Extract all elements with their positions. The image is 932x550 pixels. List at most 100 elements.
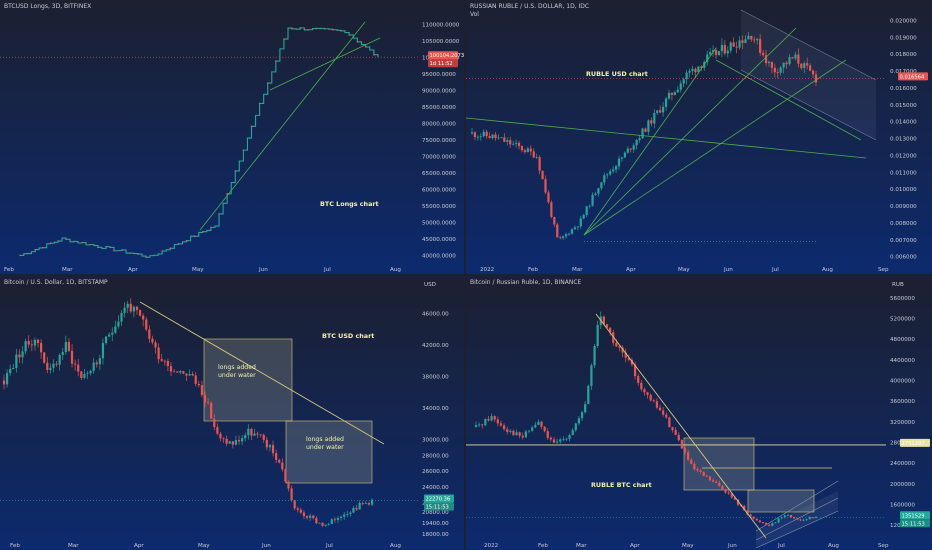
- btcrub-candle-body: [624, 352, 627, 358]
- btcrub-candle-body: [746, 510, 749, 515]
- btc-candle-body: [126, 303, 129, 308]
- y-tick-label: 19400.00: [422, 521, 449, 527]
- ruble-candle-body: [620, 157, 624, 159]
- ruble-candle-body: [797, 54, 800, 64]
- series-dot: [283, 38, 285, 40]
- ruble-candle-body: [470, 132, 474, 134]
- ruble-candle-body: [632, 145, 635, 150]
- x-tick-label: Jun: [727, 543, 737, 549]
- series-dot: [121, 249, 123, 251]
- trend-line: [139, 301, 385, 445]
- ruble-candle-body: [726, 50, 729, 54]
- series-dot: [364, 46, 367, 48]
- ruble-candle-body: [612, 169, 615, 172]
- price-badge-bg: [900, 511, 930, 520]
- ruble-candle-body: [791, 57, 794, 59]
- y-tick-label: 0.010000: [890, 187, 917, 193]
- pane-header: Bitcoin / Russian Ruble, 1D, BINANCE: [470, 279, 582, 286]
- y-tick-label: 110000.0000: [422, 23, 460, 29]
- btc-candle-body: [70, 350, 74, 364]
- series-dot: [97, 246, 99, 249]
- y-tick-label: 4800000: [890, 337, 915, 343]
- y-tick-label: 40000.0000: [422, 253, 456, 259]
- ruble-candle-body: [564, 234, 568, 237]
- x-tick-label: Feb: [4, 267, 14, 273]
- ruble-candle-body: [750, 35, 753, 40]
- pane-btc-usd[interactable]: 46000.00 42000.00 38000.00 34000.00 30000.00…: [0, 276, 464, 550]
- ruble-usd-chart[interactable]: 0.020000 0.019000 0.018000 0.017000 0.016000…: [466, 0, 932, 274]
- btcrub-candle-body: [721, 485, 724, 490]
- pane-btc-rub[interactable]: 5600000 5200000 4800000 4400000 4000000 36000…: [466, 276, 932, 550]
- y-axis-label: USD: [424, 282, 436, 288]
- series-dot: [185, 239, 188, 242]
- x-tick-label: Aug: [828, 543, 839, 549]
- y-tick-label: 4000000: [890, 378, 915, 384]
- btcrub-candle-body: [506, 429, 509, 432]
- btc-candle-body: [219, 433, 222, 439]
- y-tick-label: 42000.00: [422, 343, 449, 349]
- btc-candle-body: [169, 366, 173, 372]
- y-tick-label: 28000.00: [422, 453, 449, 459]
- ruble-candle-body: [638, 138, 641, 141]
- btcrub-candle-body: [727, 492, 730, 494]
- btc-candle-body: [12, 367, 15, 369]
- btc-candle-body: [166, 360, 169, 367]
- btcrub-candle-body: [699, 470, 702, 472]
- btc-longs-chart[interactable]: 110000.0000105000.0000100000.000095000.0…: [0, 0, 464, 274]
- pane-header: Bitcoin / U.S. Dollar, 1D, BITSTAMP: [4, 279, 108, 286]
- btc-candle-body: [367, 503, 371, 505]
- btc-usd-chart[interactable]: 46000.00 42000.00 38000.00 34000.00 30000.00…: [0, 276, 464, 550]
- btc-candle-body: [247, 428, 250, 436]
- btc-rub-chart[interactable]: 5600000 5200000 4800000 4400000 4000000 36000…: [466, 276, 932, 550]
- btc-candle-body: [194, 375, 197, 384]
- btcrub-candle-body: [662, 410, 665, 415]
- ruble-candle-body: [570, 229, 574, 234]
- btcrub-candle-body: [730, 493, 733, 498]
- ruble-candle-body: [741, 40, 744, 43]
- countdown-badge: 15:11:53: [426, 504, 449, 510]
- pane-btc-longs[interactable]: 110000.0000105000.0000100000.000095000.0…: [0, 0, 464, 274]
- trend-line: [595, 313, 767, 539]
- ruble-candle-body: [794, 54, 797, 59]
- btcrub-candle-body: [649, 394, 652, 401]
- series-dot: [161, 250, 163, 252]
- btcrub-candle-body: [680, 440, 683, 449]
- series-dot: [49, 242, 52, 244]
- trend-line: [583, 47, 717, 236]
- y-tick-label: 5600000: [890, 296, 915, 302]
- btcrub-candle-body: [609, 327, 612, 333]
- btc-candle-body: [318, 522, 321, 524]
- ruble-candle-body: [532, 151, 535, 158]
- btcrub-candle-body: [474, 424, 478, 427]
- btc-candle-body: [228, 441, 231, 444]
- series-dot: [331, 28, 334, 31]
- ruble-candle-body: [485, 131, 488, 137]
- btcrub-candle-body: [802, 519, 805, 521]
- btcrub-candle-body: [577, 418, 581, 424]
- y-tick-label: 2000000: [890, 482, 915, 488]
- ruble-candle-body: [656, 110, 659, 113]
- btcrub-candle-body: [580, 412, 584, 419]
- btcrub-candle-body: [549, 437, 552, 440]
- ruble-candle-body: [544, 179, 547, 193]
- series-dot: [129, 252, 131, 254]
- btc-candle-body: [52, 363, 55, 368]
- btc-candle-body: [336, 518, 340, 520]
- btcrub-candle-body: [793, 517, 796, 519]
- btcrub-candle-body: [799, 519, 802, 521]
- btc-candle-body: [83, 374, 86, 378]
- btc-candle-body: [120, 312, 123, 322]
- ruble-candle-body: [512, 143, 515, 145]
- series-dot: [34, 248, 37, 251]
- chart-note: RUBLE BTC chart: [591, 481, 652, 489]
- pane-ruble-usd[interactable]: 0.020000 0.019000 0.018000 0.017000 0.016000…: [466, 0, 932, 274]
- btcrub-candle-body: [811, 517, 814, 519]
- btc-candle-body: [197, 383, 200, 386]
- btc-candle-body: [302, 512, 306, 517]
- btcrub-candle-body: [711, 480, 715, 482]
- ruble-candle-body: [717, 51, 721, 55]
- ruble-candle-body: [673, 92, 676, 96]
- ruble-candle-body: [679, 83, 682, 90]
- y-tick-label: 5200000: [890, 316, 915, 322]
- y-tick-label: 50000.0000: [422, 220, 456, 226]
